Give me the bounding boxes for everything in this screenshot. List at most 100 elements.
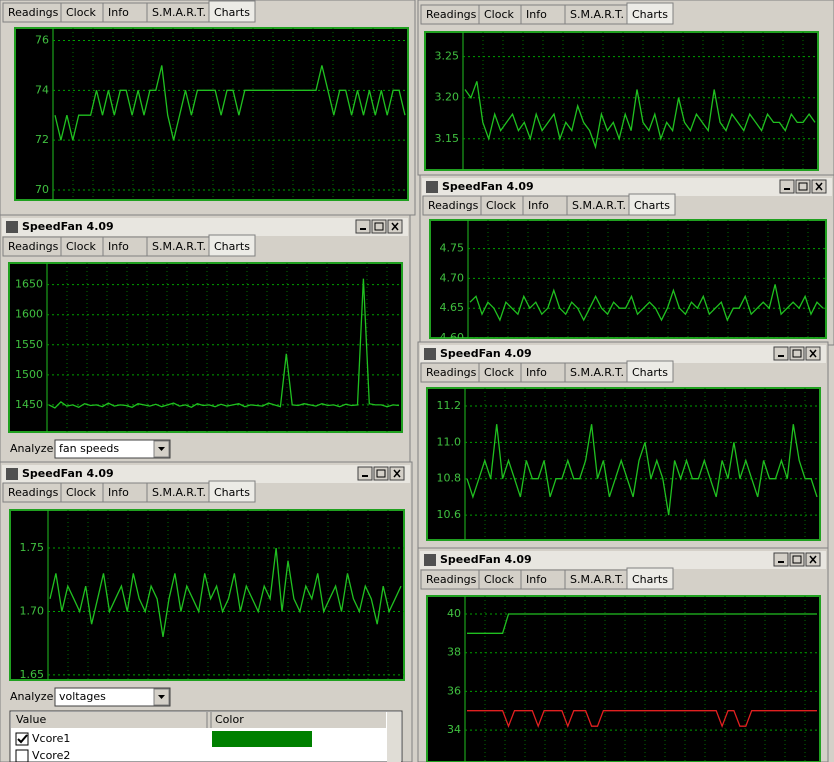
y-tick-label: 38 xyxy=(447,646,461,659)
checkmark xyxy=(17,734,28,744)
tab-label: Clock xyxy=(484,573,515,586)
chart-line xyxy=(466,424,818,516)
tab-label: Charts xyxy=(632,573,668,586)
chart-line xyxy=(469,284,824,322)
chart-area xyxy=(424,31,819,171)
tab-label: Info xyxy=(108,486,129,499)
tab-label: Charts xyxy=(214,486,250,499)
tab-label: S.M.A.R.T. xyxy=(570,366,624,379)
tab-label: Clock xyxy=(66,486,97,499)
minimize-button[interactable] xyxy=(773,552,789,567)
y-tick-label: 3.25 xyxy=(435,50,460,63)
maximize-button[interactable] xyxy=(371,219,387,234)
tab[interactable] xyxy=(208,0,256,23)
y-tick-label: 72 xyxy=(35,133,49,146)
window-title: SpeedFan 4.09 xyxy=(440,347,532,360)
y-tick-label: 11.0 xyxy=(437,435,462,448)
window-title: SpeedFan 4.09 xyxy=(440,553,532,566)
y-tick-label: 10.6 xyxy=(437,508,462,521)
app-icon xyxy=(426,181,438,193)
maximize-button[interactable] xyxy=(789,552,805,567)
app-icon xyxy=(6,468,18,480)
analyze-select[interactable] xyxy=(54,439,171,459)
analyze-value: voltages xyxy=(59,690,106,703)
title-bar xyxy=(420,345,826,363)
app-icon xyxy=(6,221,18,233)
tab[interactable] xyxy=(626,2,674,25)
y-tick-label: 1650 xyxy=(15,278,43,291)
color-swatch xyxy=(212,731,312,747)
tab-label: Info xyxy=(526,573,547,586)
y-tick-label: 1.70 xyxy=(20,604,45,617)
y-tick-label: 4.65 xyxy=(440,301,465,314)
y-tick-label: 1.65 xyxy=(20,668,45,681)
minimize-button[interactable] xyxy=(357,466,373,481)
window: SpeedFan 4.09 Readings Clock Info S.M.A.R.T.… xyxy=(0,214,411,463)
window: SpeedFan 4.09 Readings Clock Info S.M.A.R.T.… xyxy=(419,174,834,346)
tab-label: Readings xyxy=(426,573,477,586)
maximize-button[interactable] xyxy=(795,179,811,194)
column-header: Color xyxy=(215,713,244,726)
tab-label: Clock xyxy=(484,366,515,379)
y-tick-label: 1500 xyxy=(15,368,43,381)
checkbox[interactable] xyxy=(15,749,29,762)
y-tick-label: 4.60 xyxy=(440,331,465,344)
tab-label: Clock xyxy=(66,240,97,253)
scrollbar xyxy=(387,712,401,762)
chart-area xyxy=(8,262,403,433)
title-bar xyxy=(2,218,408,236)
title-bar xyxy=(420,551,826,569)
minimize-button[interactable] xyxy=(773,346,789,361)
analyze-label: Analyze xyxy=(10,690,54,703)
tab-label: Clock xyxy=(484,8,515,21)
tab-label: Readings xyxy=(8,486,59,499)
tab-label: Charts xyxy=(632,8,668,21)
window: SpeedFan 4.09 Readings Clock Info S.M.A.R.T.… xyxy=(417,341,829,549)
minimize-button[interactable] xyxy=(355,219,371,234)
tab-label: Readings xyxy=(426,8,477,21)
tab-label: S.M.A.R.T. xyxy=(152,486,206,499)
y-tick-label: 76 xyxy=(35,33,49,46)
analyze-select[interactable] xyxy=(54,687,171,707)
app-icon xyxy=(424,554,436,566)
window: SpeedFan 4.09 Readings Clock Info S.M.A.R.T.… xyxy=(417,547,829,762)
y-tick-label: 11.2 xyxy=(437,399,462,412)
window: SpeedFan 4.09 Readings Clock Info S.M.A.R.T.… xyxy=(0,461,413,762)
chart-area xyxy=(9,509,405,681)
chart-area xyxy=(426,595,821,762)
window: Readings Clock Info S.M.A.R.T. Charts 3.25 3.2… xyxy=(417,0,834,176)
y-tick-label: 1550 xyxy=(15,338,43,351)
y-tick-label: 4.75 xyxy=(440,242,465,255)
y-tick-label: 70 xyxy=(35,183,49,196)
chart-area xyxy=(14,27,409,201)
tab-label: Charts xyxy=(214,6,250,19)
title-bar xyxy=(2,465,410,483)
tab-label: Info xyxy=(526,366,547,379)
row-name: Vcore2 xyxy=(32,749,70,762)
y-tick-label: 40 xyxy=(447,607,461,620)
tab[interactable] xyxy=(208,234,256,257)
tab[interactable] xyxy=(628,193,676,216)
tab-label: S.M.A.R.T. xyxy=(570,573,624,586)
tab-label: Readings xyxy=(8,6,59,19)
analyze-value: fan speeds xyxy=(59,442,119,455)
tab[interactable] xyxy=(626,360,674,383)
y-tick-label: 74 xyxy=(35,83,49,96)
tab-label: Info xyxy=(528,199,549,212)
y-tick-label: 36 xyxy=(447,684,461,697)
maximize-button[interactable] xyxy=(373,466,389,481)
y-tick-label: 1.75 xyxy=(20,541,45,554)
tab-label: Readings xyxy=(428,199,479,212)
tab[interactable] xyxy=(208,480,256,503)
window: Readings Clock Info S.M.A.R.T. Charts 76 74 72 7… xyxy=(0,0,416,216)
y-tick-label: 10.8 xyxy=(437,472,462,485)
y-tick-label: 1600 xyxy=(15,308,43,321)
tab-label: Info xyxy=(108,240,129,253)
maximize-button[interactable] xyxy=(789,346,805,361)
tab-label: S.M.A.R.T. xyxy=(570,8,624,21)
tab[interactable] xyxy=(626,567,674,590)
chart-line xyxy=(48,278,400,409)
minimize-button[interactable] xyxy=(779,179,795,194)
tab-label: S.M.A.R.T. xyxy=(152,6,206,19)
